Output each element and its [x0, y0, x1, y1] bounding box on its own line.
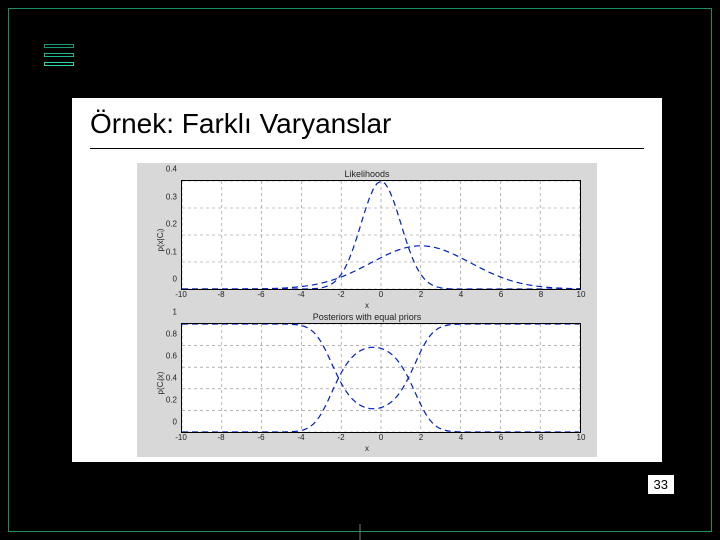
- xtick-label: 0: [379, 290, 383, 299]
- xtick-label: -4: [297, 433, 304, 442]
- ytick-label: 0.1: [166, 247, 177, 256]
- posterior-yticks: 00.20.40.60.81: [159, 312, 179, 422]
- bottom-center-marker: [360, 524, 361, 540]
- ytick-label: 0.3: [166, 192, 177, 201]
- ytick-label: 1: [173, 308, 177, 317]
- content-box: Örnek: Farklı Varyanslar Likelihoods p(x…: [72, 98, 662, 462]
- ytick-label: 0: [173, 418, 177, 427]
- xtick-label: 2: [419, 433, 423, 442]
- likelihood-chart: Likelihoods p(x|Cᵢ) 00.10.20.30.4 -10-8-…: [147, 169, 587, 310]
- page-number: 33: [648, 475, 674, 494]
- xtick-label: 4: [459, 290, 463, 299]
- accent-line-3: [44, 62, 74, 66]
- xtick-label: 0: [379, 433, 383, 442]
- xtick-label: -6: [257, 433, 264, 442]
- ytick-label: 0.2: [166, 220, 177, 229]
- xtick-label: -4: [297, 290, 304, 299]
- xtick-label: 6: [499, 433, 503, 442]
- ytick-label: 0.2: [166, 396, 177, 405]
- ytick-label: 0.4: [166, 165, 177, 174]
- xtick-label: -6: [257, 290, 264, 299]
- ytick-label: 0.8: [166, 330, 177, 339]
- ytick-label: 0: [173, 275, 177, 284]
- posterior-xticks: -10-8-6-4-20246810: [181, 433, 581, 445]
- xtick-label: -10: [175, 433, 187, 442]
- likelihood-yticks: 00.10.20.30.4: [159, 169, 179, 279]
- accent-line-2: [44, 53, 74, 57]
- accent-lines: [44, 44, 74, 66]
- likelihood-xlabel: x: [147, 301, 587, 310]
- plots-wrapper: Likelihoods p(x|Cᵢ) 00.10.20.30.4 -10-8-…: [137, 163, 597, 457]
- xtick-label: -8: [217, 290, 224, 299]
- likelihood-xticks: -10-8-6-4-20246810: [181, 290, 581, 302]
- xtick-label: 8: [539, 433, 543, 442]
- ytick-label: 0.4: [166, 374, 177, 383]
- slide-title: Örnek: Farklı Varyanslar: [90, 108, 644, 140]
- xtick-label: 6: [499, 290, 503, 299]
- ytick-label: 0.6: [166, 352, 177, 361]
- posterior-xlabel: x: [147, 444, 587, 453]
- xtick-label: 2: [419, 290, 423, 299]
- slide-inner-frame: Örnek: Farklı Varyanslar Likelihoods p(x…: [18, 18, 702, 522]
- xtick-label: 8: [539, 290, 543, 299]
- likelihood-chart-title: Likelihoods: [147, 169, 587, 179]
- xtick-label: -10: [175, 290, 187, 299]
- xtick-label: 10: [577, 433, 586, 442]
- xtick-label: 10: [577, 290, 586, 299]
- posterior-chart: Posteriors with equal priors p(Cᵢ|x) 00.…: [147, 312, 587, 453]
- likelihood-plot-area: [181, 180, 581, 290]
- xtick-label: -8: [217, 433, 224, 442]
- xtick-label: 4: [459, 433, 463, 442]
- accent-line-1: [44, 44, 74, 48]
- title-underline: [90, 148, 644, 149]
- xtick-label: -2: [337, 290, 344, 299]
- posterior-plot-area: [181, 323, 581, 433]
- xtick-label: -2: [337, 433, 344, 442]
- posterior-chart-title: Posteriors with equal priors: [147, 312, 587, 322]
